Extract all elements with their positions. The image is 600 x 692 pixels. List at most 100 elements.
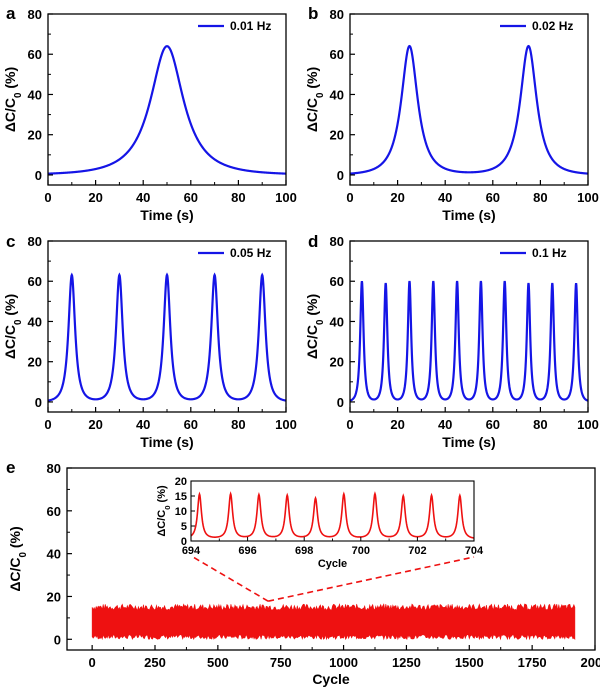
plot-frame-e: [66, 467, 596, 651]
panel-c: c 0 20 40 60 80 100 0 20 40 60 80 Time (s) ΔC/C0 (%)…: [2, 232, 297, 450]
y-tick-label-d: 80: [330, 234, 344, 249]
x-tick-label-a: 100: [275, 190, 297, 205]
inset-x-tick-label: 704: [465, 545, 484, 557]
x-tick-label-b: 60: [486, 190, 500, 205]
x-tick-label-c: 60: [184, 417, 198, 432]
legend-label-c: 0.05 Hz: [230, 246, 271, 260]
y-tick-label-b: 40: [330, 87, 344, 102]
inset-x-tick-label: 702: [408, 545, 426, 557]
cycling-band: [91, 603, 576, 641]
x-tick-label-a: 60: [184, 190, 198, 205]
x-axis-label-b: Time (s): [442, 207, 495, 223]
x-tick-label-d: 80: [533, 417, 547, 432]
x-tick-label-b: 100: [577, 190, 599, 205]
x-tick-label-d: 100: [577, 417, 599, 432]
y-axis-label-b: ΔC/C0 (%): [304, 67, 326, 132]
x-tick-label-e: 500: [207, 655, 229, 670]
y-tick-label-a: 0: [35, 168, 42, 183]
y-tick-label-c: 0: [35, 395, 42, 410]
plot-frame-c: [47, 240, 287, 413]
panel-d: d 0 20 40 60 80 100 0 20 40 60 80 Time (s) ΔC/C0 (%)…: [304, 232, 599, 450]
y-tick-label-c: 20: [28, 355, 42, 370]
inset-x-tick-label: 700: [352, 545, 370, 557]
x-tick-label-e: 1750: [518, 655, 547, 670]
y-axis-label-c: ΔC/C0 (%): [2, 294, 24, 359]
x-tick-label-e: 750: [270, 655, 292, 670]
panel-b: b 0 20 40 60 80 100 0 20 40 60 80 Time (s) ΔC/C0 (%)…: [304, 4, 599, 223]
legend-label-b: 0.02 Hz: [532, 19, 573, 33]
x-tick-label-e: 1500: [455, 655, 484, 670]
x-tick-label-c: 40: [136, 417, 150, 432]
x-tick-label-d: 20: [390, 417, 404, 432]
inset-y-axis-label: ΔC/C0 (%): [156, 485, 172, 537]
y-tick-label-a: 40: [28, 87, 42, 102]
inset-x-tick-label: 696: [238, 545, 256, 557]
y-tick-label-e: 0: [54, 632, 61, 647]
x-tick-label-d: 60: [486, 417, 500, 432]
y-axis-label-d: ΔC/C0 (%): [304, 294, 326, 359]
zoom-connector-left: [192, 556, 269, 602]
y-tick-label-c: 40: [28, 314, 42, 329]
x-axis-label-e: Cycle: [312, 671, 350, 687]
x-tick-label-a: 20: [88, 190, 102, 205]
y-tick-label-a: 80: [28, 7, 42, 22]
x-tick-label-e: 1250: [392, 655, 421, 670]
y-tick-label-c: 80: [28, 234, 42, 249]
inset-y-tick-label: 0: [181, 536, 187, 548]
x-tick-label-d: 0: [346, 417, 353, 432]
inset-series-line: [190, 491, 475, 539]
y-tick-label-a: 60: [28, 47, 42, 62]
inset-y-tick-label: 20: [175, 476, 187, 488]
y-tick-label-d: 0: [337, 395, 344, 410]
panel-letter-b: b: [308, 4, 318, 23]
series-line-b: [349, 44, 589, 175]
panel-letter-e: e: [6, 458, 15, 477]
y-tick-label-e: 40: [47, 547, 61, 562]
x-tick-label-e: 0: [89, 655, 96, 670]
y-tick-label-a: 20: [28, 128, 42, 143]
x-tick-label-d: 40: [438, 417, 452, 432]
series-line-c: [47, 272, 287, 402]
inset-x-tick-label: 694: [182, 545, 201, 557]
x-axis-label-c: Time (s): [140, 434, 193, 450]
x-tick-label-e: 250: [144, 655, 166, 670]
y-tick-label-e: 80: [47, 461, 61, 476]
x-tick-label-a: 80: [231, 190, 245, 205]
x-tick-label-b: 0: [346, 190, 353, 205]
x-tick-label-c: 100: [275, 417, 297, 432]
x-tick-label-c: 0: [44, 417, 51, 432]
y-tick-label-d: 60: [330, 274, 344, 289]
inset-y-tick-label: 5: [181, 521, 187, 533]
x-tick-label-e: 1000: [329, 655, 358, 670]
inset-y-tick-label: 15: [175, 491, 187, 503]
y-tick-label-e: 20: [47, 589, 61, 604]
y-tick-label-e: 60: [47, 504, 61, 519]
inset-y-tick-label: 10: [175, 506, 187, 518]
x-tick-label-b: 20: [390, 190, 404, 205]
x-tick-label-a: 40: [136, 190, 150, 205]
panel-a: a 0 20 40 60 80 100 0 20 40 60 80 Time (s) ΔC/C0 (%)…: [2, 4, 297, 223]
x-tick-label-b: 80: [533, 190, 547, 205]
y-tick-label-c: 60: [28, 274, 42, 289]
y-tick-label-d: 20: [330, 355, 344, 370]
y-axis-label-a: ΔC/C0 (%): [2, 67, 24, 132]
panel-letter-a: a: [6, 4, 16, 23]
inset-background: [191, 481, 474, 541]
plot-frame-d: [349, 240, 589, 413]
y-tick-label-b: 20: [330, 128, 344, 143]
y-tick-label-d: 40: [330, 314, 344, 329]
x-axis-label-d: Time (s): [442, 434, 495, 450]
x-tick-label-b: 40: [438, 190, 452, 205]
plot-frame-a: [47, 13, 287, 186]
y-tick-label-b: 60: [330, 47, 344, 62]
series-line-a: [47, 45, 287, 175]
zoom-connector-right: [267, 556, 475, 602]
x-tick-label-c: 80: [231, 417, 245, 432]
y-tick-label-b: 80: [330, 7, 344, 22]
series-line-d: [349, 280, 589, 402]
x-axis-label-a: Time (s): [140, 207, 193, 223]
legend-label-a: 0.01 Hz: [230, 19, 271, 33]
